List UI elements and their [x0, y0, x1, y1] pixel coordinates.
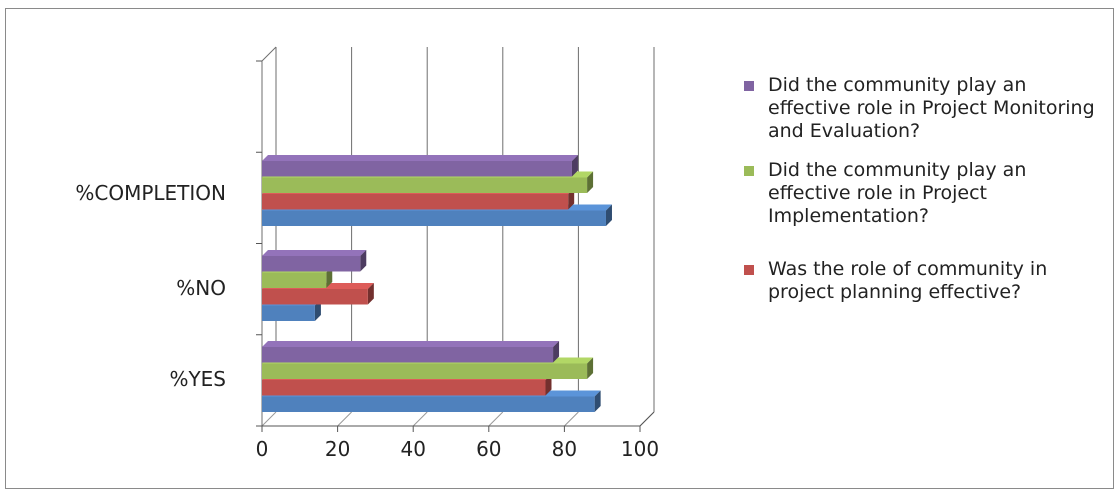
- floor-line: [488, 411, 504, 427]
- category-label: %YES: [169, 367, 226, 391]
- floor-right-edge: [639, 411, 655, 427]
- category-label: %NO: [176, 276, 226, 300]
- bar-side-face: [587, 357, 594, 379]
- bars-layer: [262, 155, 612, 412]
- legend-label: Was the role of community in project pla…: [768, 258, 1048, 303]
- legend-label: Did the community play an effective role…: [768, 74, 1095, 142]
- bar-side-face: [367, 283, 374, 305]
- bar-side-face: [326, 266, 333, 288]
- legend-swatch: [744, 166, 754, 176]
- bar-front-face: [262, 305, 315, 321]
- bar-side-face: [545, 374, 552, 396]
- floor-line: [412, 411, 428, 427]
- bar-front-face: [262, 380, 546, 396]
- bar-side-face: [594, 390, 601, 412]
- left-wall-top: [261, 46, 277, 62]
- bar-top-face: [262, 250, 367, 256]
- bar-front-face: [262, 256, 361, 272]
- bar-side-face: [553, 341, 560, 363]
- bar-front-face: [262, 161, 572, 177]
- bar: [262, 341, 560, 363]
- floor-line: [261, 411, 277, 427]
- bar-front-face: [262, 210, 606, 226]
- bar-side-face: [587, 171, 594, 193]
- legend: Did the community play an effective role…: [742, 74, 1112, 320]
- bar-side-face: [571, 155, 578, 177]
- legend-item: Was the role of community in project pla…: [742, 258, 1112, 304]
- legend-label: Did the community play an effective role…: [768, 159, 1027, 227]
- legend-swatch: [744, 265, 754, 275]
- bar-front-face: [262, 363, 588, 379]
- bar-front-face: [262, 289, 368, 305]
- x-tick-label: 0: [256, 437, 269, 461]
- bar-side-face: [314, 299, 321, 321]
- bar-front-face: [262, 396, 595, 412]
- x-tick-label: 40: [400, 437, 425, 461]
- bar-side-face: [360, 250, 367, 272]
- bar: [262, 250, 367, 272]
- bar-top-face: [262, 341, 560, 347]
- bar-side-face: [568, 188, 575, 210]
- x-tick-label: 100: [621, 437, 659, 461]
- bar-front-face: [262, 194, 569, 210]
- floor-line: [564, 411, 579, 427]
- bar-side-face: [605, 204, 612, 226]
- x-tick-label: 80: [552, 437, 577, 461]
- floor-line: [337, 411, 352, 427]
- legend-item: Did the community play an effective role…: [742, 159, 1112, 228]
- bar: [262, 155, 578, 177]
- bar-top-face: [262, 155, 578, 161]
- legend-item: Did the community play an effective role…: [742, 74, 1112, 143]
- x-tick-label: 20: [325, 437, 350, 461]
- labels-layer: 0 20 40 60 80 100 %YES %NO %COMPLETION: [75, 181, 659, 461]
- bar-front-face: [262, 347, 554, 363]
- category-label: %COMPLETION: [75, 181, 226, 205]
- bar-front-face: [262, 177, 588, 193]
- bar-front-face: [262, 272, 327, 288]
- x-tick-label: 60: [476, 437, 501, 461]
- legend-swatch: [744, 81, 754, 91]
